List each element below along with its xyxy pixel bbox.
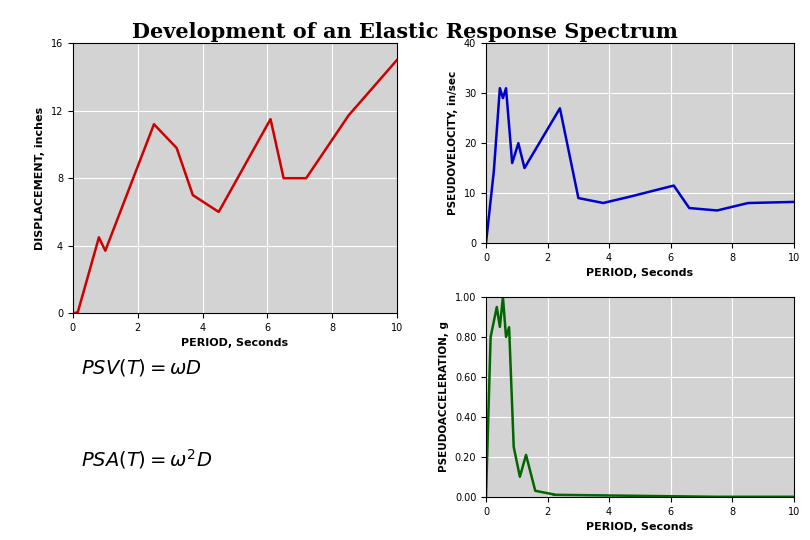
Text: Development of an Elastic Response Spectrum: Development of an Elastic Response Spect… <box>132 22 678 42</box>
X-axis label: PERIOD, Seconds: PERIOD, Seconds <box>586 522 693 532</box>
X-axis label: PERIOD, Seconds: PERIOD, Seconds <box>181 339 288 348</box>
X-axis label: PERIOD, Seconds: PERIOD, Seconds <box>586 268 693 278</box>
Y-axis label: PSEUDOVELOCITY, in/sec: PSEUDOVELOCITY, in/sec <box>449 71 458 215</box>
Y-axis label: DISPLACEMENT, inches: DISPLACEMENT, inches <box>36 106 45 250</box>
Text: $PSA(T) = \omega^2 D$: $PSA(T) = \omega^2 D$ <box>81 447 212 471</box>
Text: $PSV(T) = \omega D$: $PSV(T) = \omega D$ <box>81 357 202 377</box>
Y-axis label: PSEUDOACCELERATION, g: PSEUDOACCELERATION, g <box>439 321 450 472</box>
